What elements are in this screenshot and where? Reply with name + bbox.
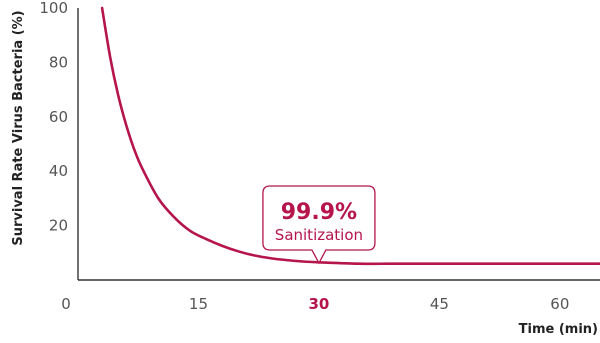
x-tick-label-30: 30 bbox=[308, 295, 329, 313]
y-tick-label-60: 60 bbox=[49, 108, 68, 126]
survival-curve-line bbox=[100, 6, 600, 266]
y-axis-ticks: 20 40 60 80 100 bbox=[39, 0, 68, 235]
x-tick-label-45: 45 bbox=[430, 295, 449, 313]
y-tick-label-80: 80 bbox=[49, 53, 68, 71]
y-tick-label-40: 40 bbox=[49, 162, 68, 180]
callout-value: 99.9% bbox=[281, 200, 357, 225]
callout-label: Sanitization bbox=[275, 226, 363, 244]
x-tick-label-0: 0 bbox=[61, 295, 71, 313]
x-axis-title: Time (min) bbox=[519, 322, 598, 337]
y-tick-label-100: 100 bbox=[39, 0, 68, 17]
callout-box bbox=[262, 185, 376, 265]
y-axis-title: Survival Rate Virus Bacteria (%) bbox=[11, 10, 26, 245]
sanitization-callout: 99.9% Sanitization bbox=[262, 185, 376, 265]
y-tick-label-20: 20 bbox=[49, 217, 68, 235]
x-tick-label-15: 15 bbox=[189, 295, 208, 313]
x-tick-label-60: 60 bbox=[550, 295, 569, 313]
x-axis-ticks: 0 15 30 45 60 bbox=[61, 295, 569, 313]
